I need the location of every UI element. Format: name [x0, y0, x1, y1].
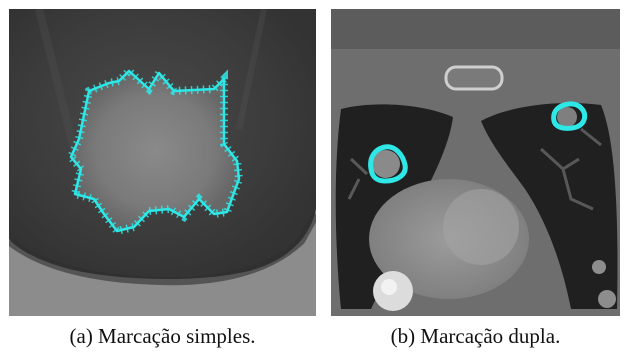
- caption-a: (a) Marcação simples.: [69, 324, 256, 348]
- ct-closeup-nodule-image: [9, 9, 316, 316]
- panel-b-image: [331, 9, 620, 316]
- ct-axial-chest-image: [331, 9, 620, 316]
- panel-a-image: [9, 9, 316, 316]
- caption-b: (b) Marcação dupla.: [390, 324, 561, 348]
